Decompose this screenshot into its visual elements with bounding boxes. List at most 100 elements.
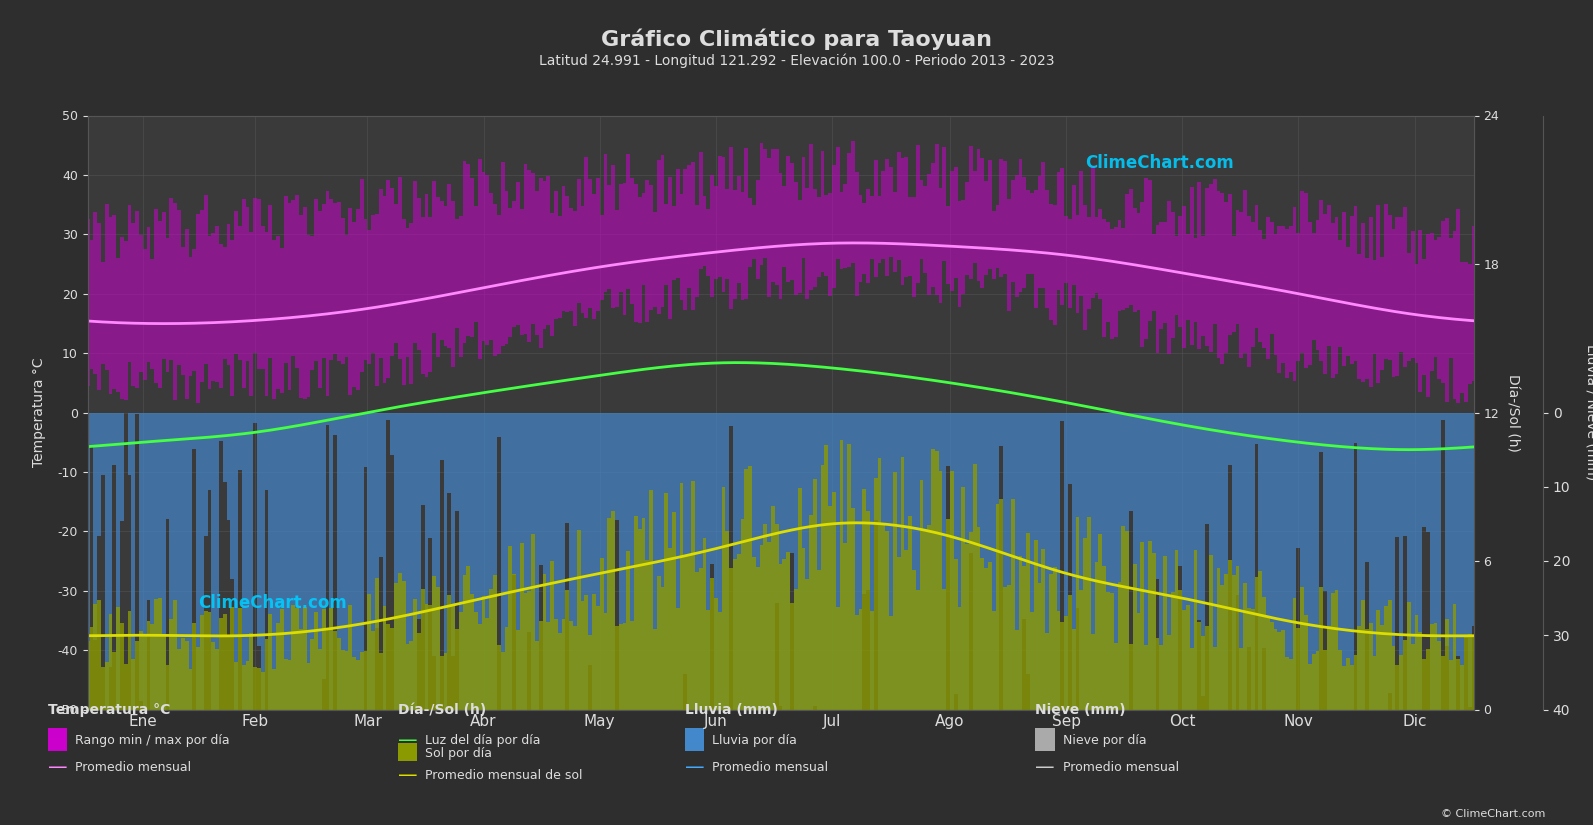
Bar bbox=[847, 153, 851, 267]
Bar bbox=[325, 412, 330, 426]
Bar bbox=[440, 200, 443, 340]
Bar bbox=[1141, 412, 1144, 825]
Bar bbox=[527, 591, 530, 710]
Bar bbox=[801, 157, 806, 258]
Bar bbox=[124, 242, 127, 400]
Bar bbox=[1330, 412, 1335, 825]
Bar bbox=[886, 530, 889, 710]
Bar bbox=[374, 578, 379, 710]
Bar bbox=[642, 412, 645, 825]
Bar bbox=[573, 412, 577, 825]
Bar bbox=[733, 412, 738, 825]
Bar bbox=[1110, 593, 1114, 710]
Bar bbox=[1258, 230, 1262, 342]
Bar bbox=[269, 614, 272, 710]
Bar bbox=[988, 160, 992, 269]
Bar bbox=[409, 223, 413, 384]
Bar bbox=[722, 412, 725, 825]
Bar bbox=[226, 637, 231, 710]
Bar bbox=[330, 412, 333, 790]
Bar bbox=[1453, 604, 1456, 710]
Bar bbox=[1220, 586, 1223, 710]
Bar bbox=[440, 412, 443, 460]
Bar bbox=[451, 201, 456, 367]
Bar bbox=[938, 412, 943, 825]
Bar bbox=[687, 412, 691, 825]
Bar bbox=[905, 157, 908, 277]
Bar bbox=[1431, 233, 1434, 371]
Bar bbox=[973, 412, 977, 825]
Bar bbox=[1262, 597, 1266, 710]
Bar bbox=[680, 412, 683, 825]
Bar bbox=[733, 191, 738, 299]
Bar bbox=[645, 180, 650, 322]
Bar bbox=[188, 412, 193, 732]
Bar bbox=[1045, 190, 1050, 309]
Bar bbox=[637, 412, 642, 825]
Bar bbox=[478, 625, 481, 710]
Bar bbox=[1015, 412, 1018, 825]
Bar bbox=[752, 558, 755, 710]
Bar bbox=[1220, 412, 1223, 825]
Bar bbox=[319, 211, 322, 388]
Bar bbox=[593, 412, 596, 825]
Bar bbox=[303, 607, 306, 710]
Bar bbox=[1086, 412, 1091, 825]
Bar bbox=[812, 412, 817, 706]
Bar bbox=[828, 506, 832, 710]
Bar bbox=[607, 185, 612, 290]
Bar bbox=[1308, 664, 1311, 710]
Bar bbox=[554, 619, 558, 710]
Text: Sol por día: Sol por día bbox=[425, 747, 492, 760]
Bar bbox=[1418, 230, 1423, 393]
Bar bbox=[1037, 176, 1042, 288]
Bar bbox=[806, 412, 809, 825]
Bar bbox=[1308, 412, 1311, 825]
Bar bbox=[1346, 248, 1349, 356]
Bar bbox=[1144, 178, 1149, 339]
Bar bbox=[738, 176, 741, 283]
Bar bbox=[897, 152, 900, 260]
Bar bbox=[793, 182, 798, 295]
Bar bbox=[1179, 590, 1182, 710]
Bar bbox=[1133, 412, 1136, 825]
Bar bbox=[1349, 665, 1354, 710]
Bar bbox=[475, 612, 478, 710]
Bar bbox=[908, 516, 911, 710]
Bar bbox=[996, 205, 999, 268]
Bar bbox=[714, 186, 718, 279]
Bar bbox=[1080, 590, 1083, 710]
Bar bbox=[341, 219, 344, 365]
Bar bbox=[733, 559, 738, 710]
Bar bbox=[725, 531, 730, 710]
Bar bbox=[303, 207, 306, 399]
Bar bbox=[505, 191, 508, 344]
Bar bbox=[1075, 214, 1080, 313]
Bar bbox=[135, 211, 139, 389]
Bar bbox=[1373, 412, 1376, 825]
Bar bbox=[1392, 229, 1395, 377]
Bar bbox=[962, 200, 965, 295]
Bar bbox=[954, 559, 957, 710]
Bar bbox=[486, 618, 489, 710]
Bar bbox=[984, 181, 988, 276]
Bar bbox=[599, 558, 604, 710]
Bar bbox=[1278, 412, 1281, 737]
Bar bbox=[242, 199, 245, 388]
Bar bbox=[250, 232, 253, 396]
Bar bbox=[100, 412, 105, 475]
Bar bbox=[1201, 236, 1204, 336]
Bar bbox=[272, 240, 276, 398]
Bar bbox=[1080, 171, 1083, 295]
Bar bbox=[155, 209, 158, 384]
Bar bbox=[478, 159, 481, 359]
Bar bbox=[497, 412, 500, 437]
Bar bbox=[1050, 204, 1053, 319]
Bar bbox=[634, 516, 637, 710]
Bar bbox=[177, 210, 182, 365]
Bar bbox=[645, 560, 650, 710]
Bar bbox=[204, 611, 207, 710]
Bar bbox=[889, 167, 894, 257]
Bar bbox=[390, 412, 393, 455]
Bar bbox=[1094, 412, 1099, 825]
